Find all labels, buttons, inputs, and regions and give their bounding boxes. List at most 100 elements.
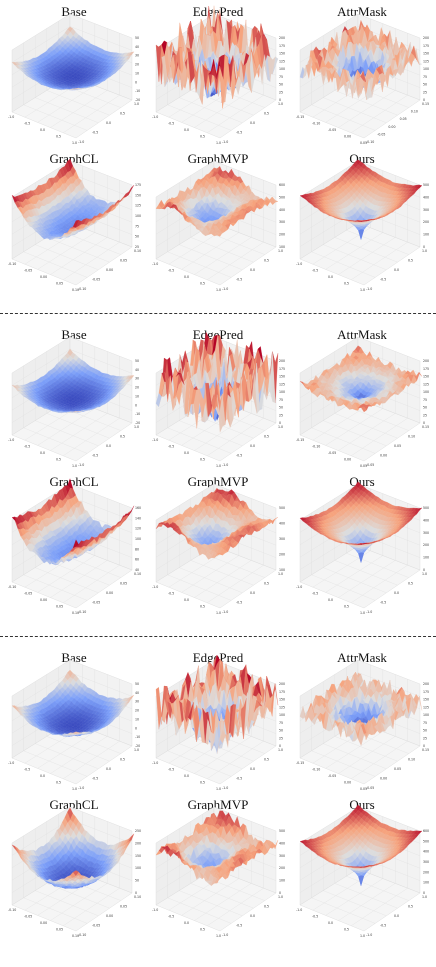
x-tick-label: -0.15 xyxy=(296,438,304,442)
grid-line xyxy=(167,251,232,278)
y-tick-label: 0.0 xyxy=(250,444,255,448)
y-tick-label: 1.0 xyxy=(134,102,139,106)
y-tick-label: 0.05 xyxy=(400,117,407,121)
grid-line xyxy=(35,244,99,270)
panel-graphcl: GraphCL 175 150 125 100 75 50 25 -0.10 -0.05 0.00 0… xyxy=(4,149,144,299)
z-tick-label: 25 xyxy=(279,413,283,417)
x-tick-label: 0.0 xyxy=(184,275,189,279)
z-tick-label: 20 xyxy=(135,63,139,67)
grid-line xyxy=(323,420,387,446)
x-tick-label: -1.0 xyxy=(152,262,158,266)
y-tick-label: -0.5 xyxy=(92,454,98,458)
grid-line xyxy=(63,565,120,603)
y-tick-label: 0.0 xyxy=(250,268,255,272)
z-tick-label: -10 xyxy=(135,89,140,93)
grid-line xyxy=(69,349,133,374)
grid-line xyxy=(46,90,110,116)
x-tick-label: -1.0 xyxy=(8,115,14,119)
y-tick-label: 1.0 xyxy=(278,249,283,253)
z-tick-label: 30 xyxy=(135,54,139,58)
z-tick-label: 10 xyxy=(135,71,139,75)
grid-line xyxy=(69,173,133,198)
grid-line xyxy=(11,349,71,386)
x-tick-label: 0.5 xyxy=(200,282,205,286)
x-tick-label: 0.0 xyxy=(328,275,333,279)
panel-title: GraphCL xyxy=(49,151,99,166)
surface-mesh xyxy=(155,165,279,237)
y-tick-label: -0.05 xyxy=(92,278,100,282)
grid-line xyxy=(63,418,120,456)
grid-line xyxy=(50,560,108,598)
grid-line xyxy=(23,427,88,454)
z-tick-label: 200 xyxy=(279,36,285,40)
surface-mesh xyxy=(299,159,423,240)
x-tick-label: 0.05 xyxy=(360,141,367,145)
figure-section-2: Base 50 40 30 20 10 0 -10 -20 -1.0 -0.5 0.0 0.5 1.0 1.… xyxy=(0,325,436,625)
y-tick-label: 1.0 xyxy=(134,425,139,429)
y-tick-label: -0.10 xyxy=(366,140,374,144)
grid-line xyxy=(50,413,108,451)
surface-mesh xyxy=(11,158,135,240)
z-tick-label: 175 xyxy=(423,367,429,371)
x-tick-label: 0.5 xyxy=(56,135,61,139)
panel-title: AttrMask xyxy=(337,327,387,342)
axis-pane-floor xyxy=(299,398,421,462)
x-tick-label: 0.10 xyxy=(72,288,79,292)
z-tick-label: 400 xyxy=(423,195,429,199)
y-tick-label: 0.10 xyxy=(411,110,418,114)
surface-facet xyxy=(361,220,367,222)
grid-line xyxy=(69,496,133,521)
surface-mesh xyxy=(155,5,279,109)
z-tick-label: 50 xyxy=(135,36,139,40)
z-tick-label: 500 xyxy=(279,195,285,199)
grid-line xyxy=(312,403,371,441)
z-tick-label: 175 xyxy=(423,44,429,48)
edgepred-surface-plot: 2001751501251007550250-1.0-0.50.00.51.01… xyxy=(152,331,285,468)
z-tick-label: 125 xyxy=(423,59,429,63)
grid-line xyxy=(334,90,398,116)
grid-line xyxy=(35,420,99,446)
axis-pane-floor xyxy=(155,75,277,139)
z-tick-label: 50 xyxy=(423,406,427,410)
grid-line xyxy=(37,555,95,593)
surface-mesh xyxy=(299,19,423,101)
grid-line xyxy=(167,104,232,131)
y-tick-label: 0.5 xyxy=(120,112,125,116)
y-tick-label: 0.5 xyxy=(120,435,125,439)
grid-line xyxy=(63,242,120,280)
x-tick-label: 0.5 xyxy=(200,458,205,462)
y-tick-label: 0.0 xyxy=(250,121,255,125)
x-tick-label: -0.5 xyxy=(312,269,318,273)
x-tick-label: -0.10 xyxy=(312,122,320,126)
z-tick-label: 25 xyxy=(135,245,139,249)
z-tick-label: 500 xyxy=(423,183,429,187)
x-tick-label: -1.0 xyxy=(8,438,14,442)
x-tick-label: -1.0 xyxy=(296,262,302,266)
grid-line xyxy=(190,237,254,263)
y-tick-label: -0.05 xyxy=(377,132,385,136)
x-tick-label: 0.5 xyxy=(56,458,61,462)
x-tick-label: 0.05 xyxy=(360,464,367,468)
z-tick-label: 400 xyxy=(279,208,285,212)
grid-line xyxy=(181,232,239,270)
grid-line xyxy=(311,427,376,454)
y-tick-label: -1.0 xyxy=(222,140,228,144)
x-tick-label: -1.0 xyxy=(152,115,158,119)
y-tick-label: 0.10 xyxy=(408,435,415,439)
grid-line xyxy=(23,574,88,601)
surface-mesh xyxy=(11,348,135,414)
edgepred-surface-plot: 2001751501251007550250-1.0-0.50.00.51.01… xyxy=(152,5,285,145)
z-tick-label: 75 xyxy=(135,224,139,228)
grid-line xyxy=(63,95,120,133)
x-tick-label: 0.5 xyxy=(200,135,205,139)
figure-section-1: Base 50 40 30 20 10 0 -10 -20 -1.0 -0.5 0.0 0.5 1.0 1.… xyxy=(0,2,436,302)
z-tick-label: 150 xyxy=(279,52,285,56)
grid-line xyxy=(338,413,396,451)
grid-line xyxy=(35,567,99,593)
grid-line xyxy=(50,90,108,128)
x-tick-label: 1.0 xyxy=(216,141,221,145)
panel-attrmask: AttrMask 200 175 150 125 100 75 50 25 0 -0.15 -0.10… xyxy=(292,2,432,152)
panel-title: AttrMask xyxy=(337,4,387,19)
y-tick-label: 0.00 xyxy=(388,125,395,129)
